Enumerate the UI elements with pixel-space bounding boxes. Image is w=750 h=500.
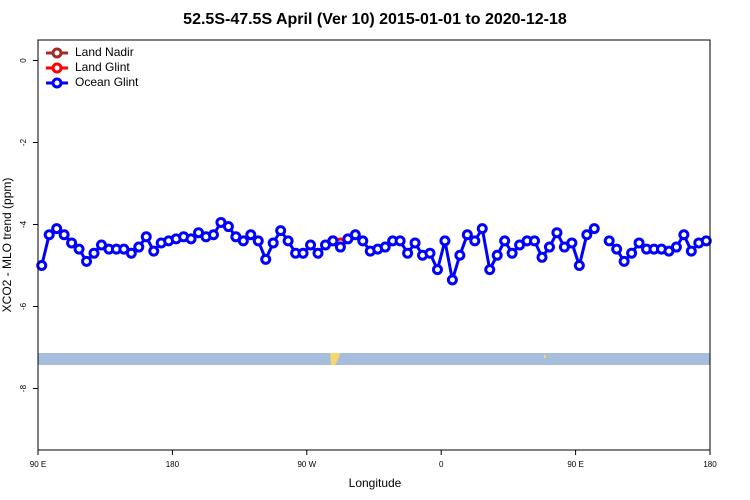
legend-marker — [51, 77, 63, 89]
data-point — [424, 247, 436, 259]
data-point — [297, 247, 309, 259]
x-axis-label: Longitude — [349, 476, 402, 490]
x-tick-label: 180 — [703, 460, 717, 469]
data-point — [267, 237, 279, 249]
data-point — [506, 247, 518, 259]
data-point — [409, 237, 421, 249]
data-point — [685, 245, 697, 257]
y-tick-label: -4 — [19, 220, 28, 228]
data-point — [626, 247, 638, 259]
data-point — [551, 227, 563, 239]
data-point — [66, 237, 78, 249]
y-axis-label: XCO2 - MLO trend (ppm) — [0, 178, 14, 313]
data-point — [402, 247, 414, 259]
y-tick-label: 0 — [19, 58, 28, 63]
data-point — [618, 255, 630, 267]
legend-label: Ocean Glint — [75, 75, 139, 89]
data-point — [543, 241, 555, 253]
x-tick-label: 90 E — [30, 460, 46, 469]
data-point — [36, 260, 48, 271]
legend-label: Land Glint — [75, 60, 130, 74]
data-point — [484, 264, 496, 276]
data-point — [491, 249, 503, 261]
data-point — [581, 229, 593, 241]
data-point — [275, 225, 287, 237]
data-point — [73, 243, 85, 255]
data-point — [327, 235, 339, 247]
data-point — [88, 247, 100, 259]
data-point — [207, 229, 219, 241]
data-point — [125, 247, 137, 259]
data-point — [573, 260, 585, 271]
plot-frame — [37, 39, 711, 451]
data-point — [260, 253, 272, 265]
data-point — [282, 235, 294, 247]
data-point — [305, 239, 317, 251]
data-point — [469, 235, 481, 247]
data-point — [439, 235, 451, 247]
data-point — [529, 235, 541, 247]
plot-area: 90 E 180 90 W 0 90 E 180 0 -2 -4 -6 -8 Land NadirLa… — [19, 45, 717, 469]
land-mask — [544, 355, 546, 358]
y-tick-label: -2 — [19, 138, 28, 146]
data-point — [446, 274, 458, 286]
data-point — [678, 229, 690, 241]
data-point — [133, 241, 145, 253]
surface-mask — [38, 353, 710, 365]
data-point — [148, 245, 160, 257]
legend-marker — [51, 62, 63, 74]
data-point — [670, 241, 682, 253]
data-point — [357, 235, 369, 247]
data-point — [245, 229, 257, 241]
data-point — [43, 229, 55, 241]
data-point — [312, 247, 324, 259]
x-tick-label: 0 — [439, 460, 444, 469]
data-point — [58, 229, 70, 241]
chart-title: 52.5S-47.5S April (Ver 10) 2015-01-01 to… — [183, 11, 567, 28]
data-point — [566, 237, 578, 249]
data-point — [185, 233, 197, 245]
data-point — [237, 235, 249, 247]
data-point — [476, 223, 488, 235]
x-tick-label: 90 W — [297, 460, 316, 469]
data-point — [499, 235, 511, 247]
y-tick-label: -6 — [19, 302, 28, 310]
data-point — [334, 241, 346, 253]
legend-marker — [51, 47, 63, 59]
data-point — [252, 235, 264, 247]
x-tick-label: 90 E — [567, 460, 583, 469]
data-point — [349, 229, 361, 241]
data-point — [379, 241, 391, 253]
legend-label: Land Nadir — [75, 45, 134, 59]
y-tick-label: -8 — [19, 384, 28, 392]
data-point — [454, 249, 466, 261]
data-point — [140, 231, 152, 243]
data-point — [461, 229, 473, 241]
data-point — [603, 235, 615, 247]
data-point — [588, 223, 600, 235]
data-point — [611, 243, 623, 255]
x-tick-label: 180 — [166, 460, 180, 469]
land-mask — [330, 353, 340, 365]
data-point — [536, 251, 548, 263]
data-point — [222, 221, 234, 233]
data-point — [431, 264, 443, 276]
data-point — [394, 235, 406, 247]
data-point — [700, 235, 712, 247]
data-point — [51, 223, 63, 235]
data-point — [633, 237, 645, 249]
data-point — [81, 255, 93, 267]
